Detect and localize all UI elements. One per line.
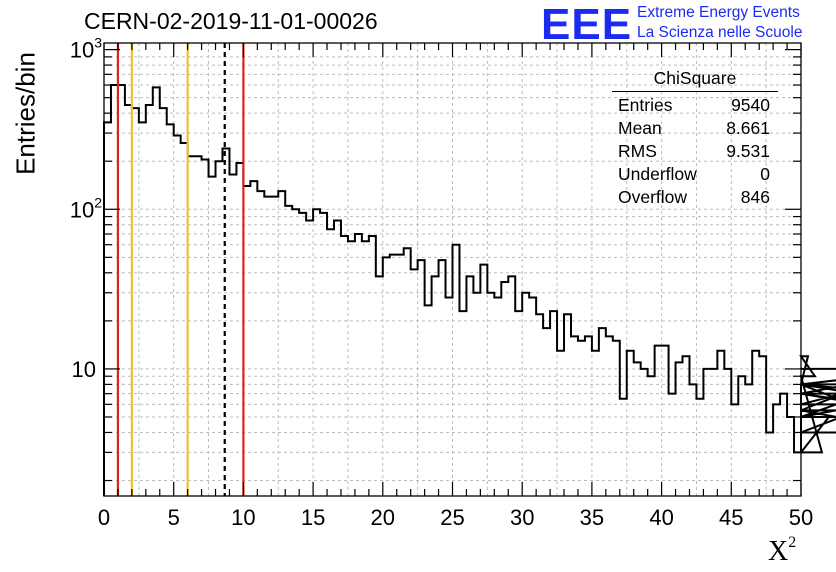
x-tick-label: 10 bbox=[231, 505, 255, 530]
x-tick-label: 45 bbox=[719, 505, 743, 530]
y-tick-label: 10 bbox=[72, 357, 96, 382]
histogram-line bbox=[103, 84, 836, 496]
stats-title: ChiSquare bbox=[612, 68, 778, 92]
eee-logo: EEE bbox=[541, 0, 633, 49]
chart-title: CERN-02-2019-11-01-00026 bbox=[84, 8, 378, 34]
stats-row-overflow: Overflow 846 bbox=[618, 187, 770, 207]
stats-row-underflow: Underflow 0 bbox=[618, 164, 770, 184]
x-tick-label: 15 bbox=[301, 505, 325, 530]
logo-line-1: Extreme Energy Events bbox=[637, 4, 800, 21]
stats-row-rms: RMS 9.531 bbox=[618, 141, 770, 161]
x-tick-label: 50 bbox=[789, 505, 813, 530]
y-axis-label: Entries/bin bbox=[10, 52, 41, 175]
x-tick-label: 0 bbox=[98, 505, 110, 530]
x-tick-label: 35 bbox=[580, 505, 604, 530]
logo-line-2: La Scienza nelle Scuole bbox=[637, 24, 803, 41]
stats-box: ChiSquare Entries 9540 Mean 8.661 RMS 9.531… bbox=[612, 68, 778, 209]
x-tick-label: 25 bbox=[440, 505, 464, 530]
y-tick-label: 103 bbox=[70, 35, 102, 63]
x-axis-label: X2 bbox=[768, 534, 797, 567]
x-tick-label: 40 bbox=[649, 505, 673, 530]
stats-row-entries: Entries 9540 bbox=[618, 95, 770, 115]
x-tick-label: 20 bbox=[371, 505, 395, 530]
stats-row-mean: Mean 8.661 bbox=[618, 118, 770, 138]
y-tick-label: 102 bbox=[70, 194, 102, 222]
x-tick-label: 30 bbox=[510, 505, 534, 530]
x-tick-label: 5 bbox=[168, 505, 180, 530]
